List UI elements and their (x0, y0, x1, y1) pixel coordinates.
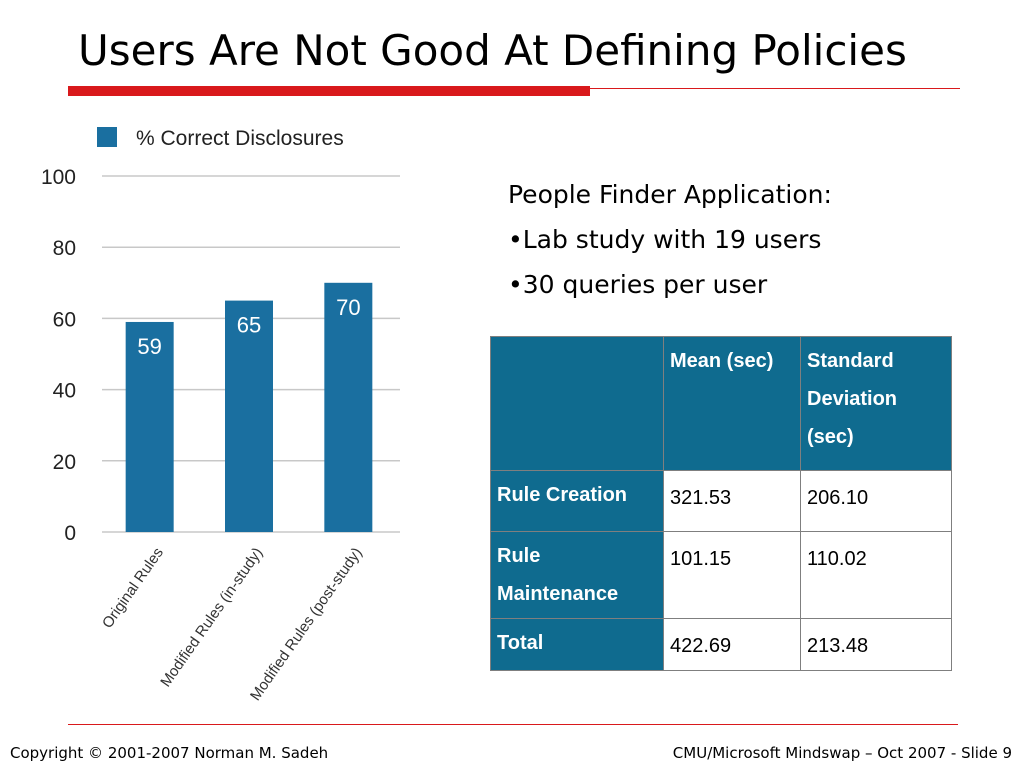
x-tick-label: Original Rules (99, 545, 167, 632)
table-corner-cell (490, 336, 664, 471)
row-label: Rule Maintenance (490, 531, 664, 619)
y-tick-label: 60 (53, 308, 76, 331)
y-tick-label: 0 (64, 522, 76, 545)
table-header-mean: Mean (sec) (663, 336, 801, 471)
cell-mean: 422.69 (663, 618, 801, 671)
cell-mean: 101.15 (663, 531, 801, 619)
bar-data-label: 70 (336, 295, 360, 320)
title-underline-bar (68, 86, 590, 96)
y-tick-label: 40 (53, 380, 76, 403)
bar-chart: 0 20 40 60 80 100 % Correct Disclosures 59 Origi… (41, 127, 400, 704)
bar-data-label: 59 (137, 334, 161, 359)
table-row: Rule Creation 321.53 206.10 (490, 470, 952, 532)
timing-table: Mean (sec) Standard Deviation (sec) Rule… (490, 336, 952, 671)
bar (225, 300, 273, 532)
cell-sd: 110.02 (800, 531, 952, 619)
bullet-item: •30 queries per user (508, 270, 768, 299)
y-tick-label: 100 (41, 166, 76, 189)
bar (125, 321, 174, 532)
y-tick-label: 80 (53, 237, 76, 260)
row-label: Rule Creation (490, 470, 664, 532)
cell-sd: 213.48 (800, 618, 952, 671)
x-tick-label: Modified Rules (post-study) (247, 545, 366, 704)
bar (324, 282, 373, 532)
bullet-heading: People Finder Application: (508, 180, 832, 209)
legend-label: % Correct Disclosures (136, 127, 344, 150)
footer-slide-info: CMU/Microsoft Mindswap – Oct 2007 - Slid… (672, 744, 1012, 762)
bar-data-label: 65 (237, 313, 261, 338)
table-header-sd: Standard Deviation (sec) (800, 336, 952, 471)
row-label: Total (490, 618, 664, 671)
table-row: Total 422.69 213.48 (490, 618, 952, 671)
x-tick-label: Modified Rules (in-study) (157, 545, 266, 691)
legend-swatch (97, 127, 117, 147)
bullet-item: •Lab study with 19 users (508, 225, 822, 254)
slide-title: Users Are Not Good At Defining Policies (78, 26, 907, 75)
table-row: Rule Maintenance 101.15 110.02 (490, 531, 952, 619)
table-header-row: Mean (sec) Standard Deviation (sec) (490, 336, 952, 471)
footer-rule (68, 724, 958, 725)
cell-sd: 206.10 (800, 470, 952, 532)
footer-copyright: Copyright © 2001-2007 Norman M. Sadeh (10, 744, 329, 762)
y-tick-label: 20 (53, 451, 76, 474)
title-underline-rule (590, 88, 960, 89)
bullet-list: People Finder Application: •Lab study wi… (508, 172, 832, 307)
cell-mean: 321.53 (663, 470, 801, 532)
